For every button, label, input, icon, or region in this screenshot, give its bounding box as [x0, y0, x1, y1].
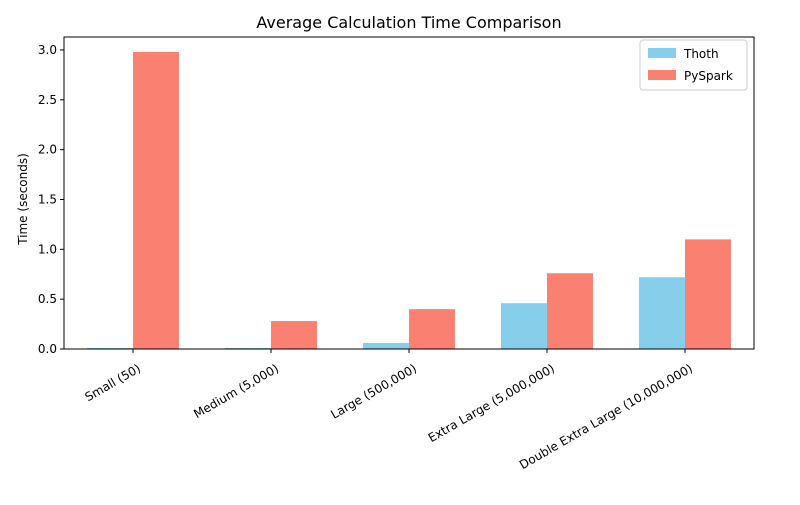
plot-area [63, 36, 755, 350]
legend-label-thoth: Thoth [683, 47, 719, 61]
y-tick-label: 0.0 [38, 342, 57, 356]
bar-pyspark-2 [409, 309, 455, 349]
bar-pyspark-3 [547, 273, 593, 349]
bar-thoth-3 [501, 303, 547, 349]
x-tick-label: Small (50) [82, 361, 143, 404]
y-tick-label: 1.5 [38, 192, 57, 206]
legend-label-pyspark: PySpark [684, 69, 733, 83]
bar-pyspark-0 [133, 51, 179, 349]
legend-swatch-pyspark [648, 70, 676, 80]
bar-thoth-4 [639, 277, 685, 349]
x-tick-label: Medium (5,000) [191, 361, 281, 421]
bar-pyspark-4 [685, 239, 731, 349]
x-tick-label: Extra Large (5,000,000) [426, 361, 557, 445]
x-tick-label: Large (500,000) [328, 361, 419, 421]
y-tick-label: 3.0 [38, 43, 57, 57]
y-axis-label: Time (seconds) [16, 153, 30, 246]
y-tick-label: 0.5 [38, 292, 57, 306]
x-axis-ticks: Small (50) Medium (5,000) Large (500,000) E… [82, 349, 695, 472]
y-tick-label: 1.0 [38, 242, 57, 256]
y-tick-label: 2.0 [38, 143, 57, 157]
legend: Thoth PySpark [639, 39, 748, 91]
y-axis-ticks: 0.0 0.5 1.0 1.5 2.0 2.5 3.0 [38, 43, 64, 356]
bar-pyspark-1 [271, 321, 317, 349]
bar-thoth-2 [363, 343, 409, 349]
legend-swatch-thoth [648, 48, 676, 58]
y-tick-label: 2.5 [38, 93, 57, 107]
chart-title: Average Calculation Time Comparison [256, 13, 561, 32]
